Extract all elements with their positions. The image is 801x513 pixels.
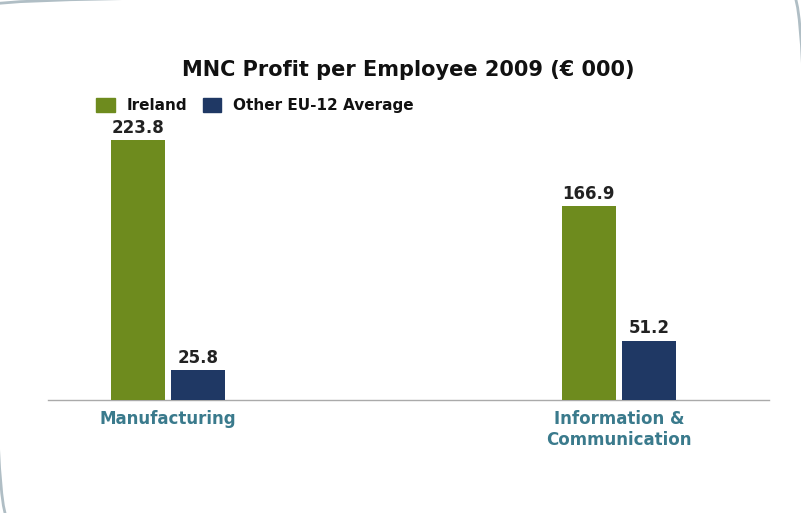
Bar (622, 341, 676, 400)
Text: 25.8: 25.8 (178, 349, 219, 367)
Bar (562, 206, 616, 400)
Title: MNC Profit per Employee 2009 (€ 000): MNC Profit per Employee 2009 (€ 000) (183, 60, 634, 80)
Bar (111, 140, 165, 400)
Legend: Ireland, Other EU-12 Average: Ireland, Other EU-12 Average (92, 94, 419, 118)
Text: 223.8: 223.8 (112, 119, 164, 136)
Text: 51.2: 51.2 (628, 319, 670, 337)
Bar (171, 370, 225, 400)
Text: 166.9: 166.9 (562, 185, 615, 203)
